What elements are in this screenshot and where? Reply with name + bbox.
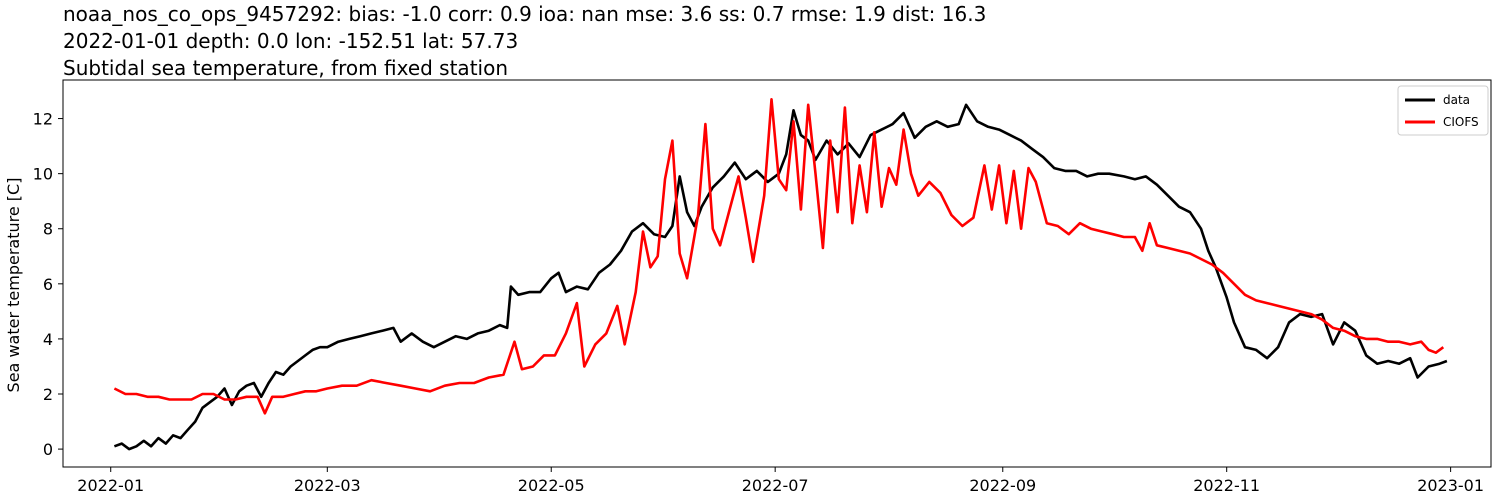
y-tick-label: 0	[43, 440, 53, 459]
x-tick-label: 2022-03	[294, 476, 361, 495]
series-line-data	[113, 103, 1448, 451]
y-tick-label: 2	[43, 385, 53, 404]
y-tick-label: 4	[43, 330, 53, 349]
legend: data CIOFS	[1397, 85, 1489, 136]
title-line-2: 2022-01-01 depth: 0.0 lon: -152.51 lat: …	[63, 29, 518, 53]
y-tick-label: 10	[33, 165, 53, 184]
plot-frame	[62, 79, 1492, 468]
title-line-1: noaa_nos_co_ops_9457292: bias: -1.0 corr…	[63, 2, 986, 26]
y-tick-label: 8	[43, 220, 53, 239]
x-tick-label: 2022-05	[518, 476, 585, 495]
y-tick-label: 12	[33, 110, 53, 129]
chart-title: noaa_nos_co_ops_9457292: bias: -1.0 corr…	[63, 2, 986, 80]
series-line-ciofs	[113, 98, 1445, 415]
y-tick-label: 6	[43, 275, 53, 294]
x-tick-label: 2023-01	[1417, 476, 1484, 495]
plot-area	[113, 98, 1448, 451]
x-tick-label: 2022-07	[742, 476, 809, 495]
title-line-3: Subtidal sea temperature, from fixed sta…	[63, 56, 508, 80]
x-tick-label: 2022-11	[1193, 476, 1260, 495]
y-axis-label: Sea water temperature [C]	[4, 178, 23, 393]
legend-label-ciofs: CIOFS	[1443, 115, 1479, 129]
axes: 2022-01 2022-03 2022-05 2022-07 2022-09 2022-…	[33, 79, 1492, 495]
x-tick-label: 2022-01	[77, 476, 144, 495]
legend-label-data: data	[1443, 93, 1470, 107]
x-tick-label: 2022-09	[969, 476, 1036, 495]
